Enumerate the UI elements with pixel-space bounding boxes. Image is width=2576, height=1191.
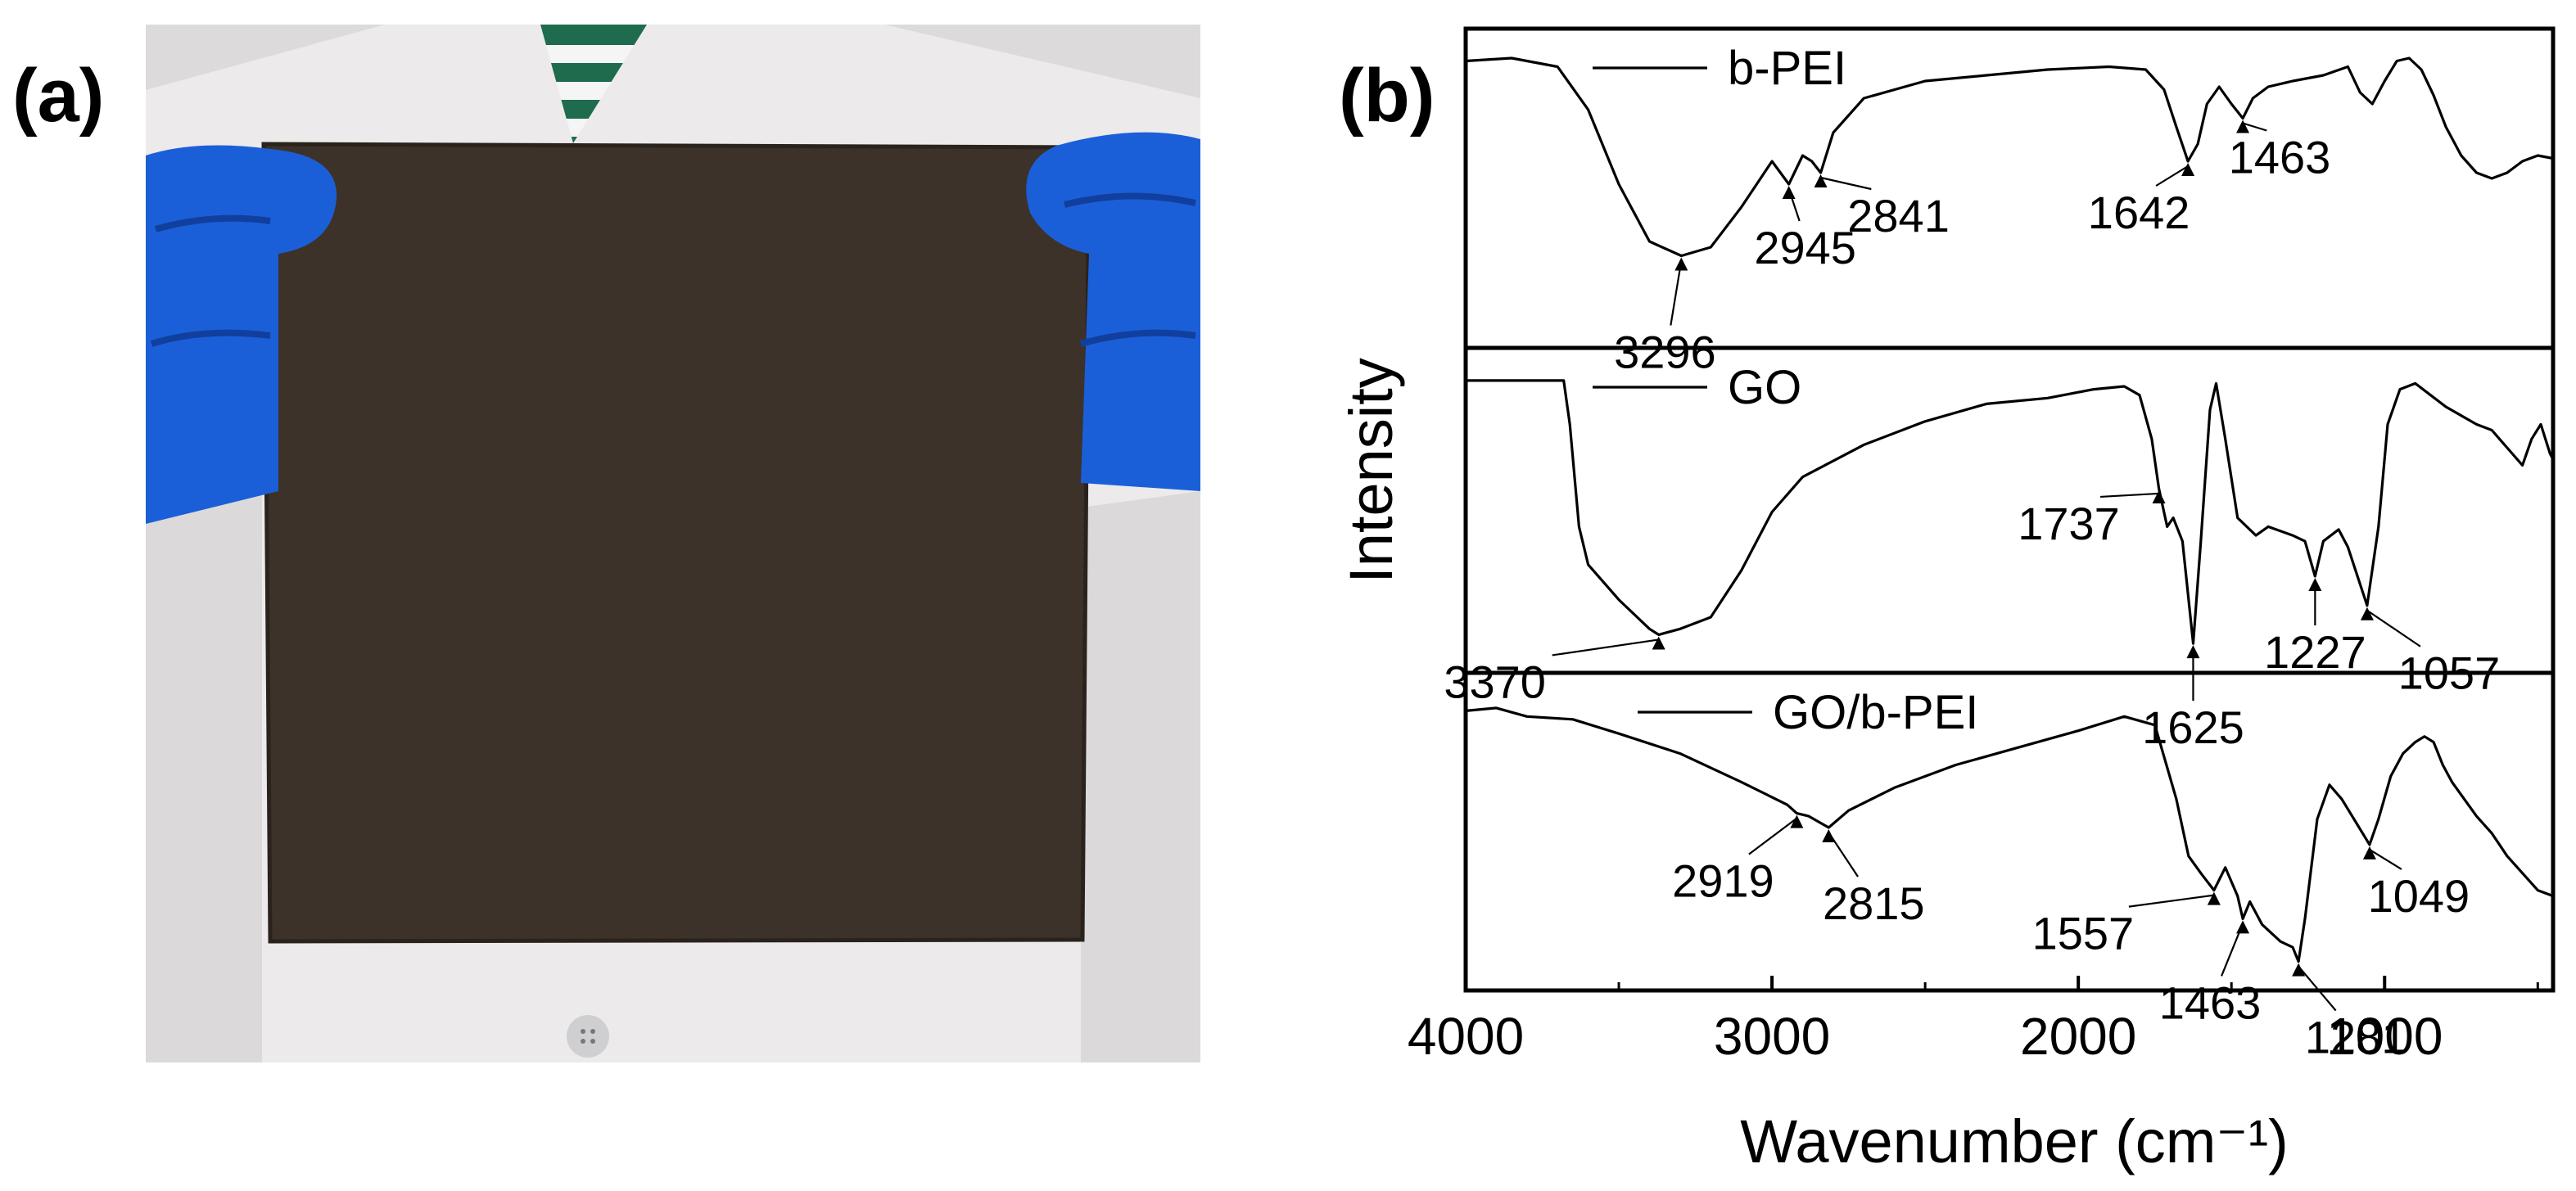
peak-arrowhead-2815: [1822, 829, 1836, 843]
peak-arrow-2841: [1820, 176, 1872, 191]
peak-arrowhead-1049: [2362, 846, 2376, 859]
peak-label-1737: 1737: [2018, 498, 2120, 549]
coat-button: [567, 1015, 609, 1058]
peak-label-1642: 1642: [2088, 187, 2190, 238]
peak-label-2919: 2919: [1672, 855, 1774, 907]
spectrum-line-2: [1466, 379, 2555, 645]
peak-label-3370: 3370: [1444, 656, 1546, 707]
peak-arrow-1057: [2366, 609, 2421, 647]
peak-arrowhead-1463: [2236, 120, 2250, 133]
peak-label-2841: 2841: [1847, 190, 1950, 241]
right-glove: [1026, 132, 1200, 491]
spectrum-line-3: [1465, 706, 2554, 963]
peak-arrowhead-1557: [2207, 891, 2221, 905]
legend-label-3: GO/b-PEI: [1773, 686, 1978, 739]
film-sheet-edge: [261, 142, 1091, 944]
peak-arrow-2919: [1748, 817, 1798, 855]
panel-frame-1: [1463, 26, 2556, 350]
panel-frame-2: [1463, 345, 2556, 675]
peak-arrow-3296: [1670, 260, 1683, 326]
y-axis-title: Intensity: [1337, 358, 1405, 584]
peak-label-1227: 1227: [2264, 626, 2366, 678]
peak-label-1463: 1463: [2229, 132, 2331, 183]
x-axis-title: Wavenumber (cm⁻¹): [1740, 1108, 2289, 1175]
chart-frames: [1463, 26, 2556, 993]
peak-arrowhead-2919: [1790, 814, 1804, 828]
peak-arrowhead-1625: [2186, 645, 2200, 659]
spectrum-line-1: [1465, 56, 2554, 258]
peak-arrowhead-1463: [2236, 920, 2250, 934]
x-tick-label-1000: 1000: [2326, 1007, 2443, 1066]
peak-arrowhead-3296: [1674, 257, 1688, 271]
peak-arrow-1557: [2128, 894, 2215, 908]
coat-fold-right: [1081, 491, 1200, 1062]
peak-label-1463: 1463: [2159, 977, 2262, 1028]
peak-arrow-1463: [2242, 122, 2267, 132]
peak-arrow-3370: [1552, 638, 1659, 656]
peak-arrow-1737: [2099, 492, 2159, 499]
peak-label-3296: 3296: [1614, 327, 1716, 378]
peak-arrowhead-1057: [2360, 607, 2374, 620]
peak-label-2815: 2815: [1823, 877, 1925, 929]
panel-label-a: (a): [12, 54, 104, 138]
x-axis-ticks: 4000 3000 2000 1000: [1408, 976, 2539, 1066]
left-glove: [146, 145, 337, 524]
peak-arrowhead-1281: [2292, 963, 2306, 977]
peak-arrowhead-2841: [1814, 174, 1828, 187]
peak-label-2945: 2945: [1754, 222, 1856, 273]
peak-arrowhead-1227: [2308, 578, 2322, 592]
coat-fold-left: [146, 491, 262, 1062]
peak-arrowhead-1642: [2181, 163, 2195, 176]
peak-label-1625: 1625: [2142, 702, 2244, 753]
peak-arrowhead-1737: [2152, 489, 2166, 503]
peak-arrow-1642: [2155, 165, 2189, 187]
legend-label-1: b-PEI: [1728, 42, 1846, 95]
film-sheet: [264, 144, 1089, 941]
panel-frame-3: [1463, 670, 2556, 993]
peak-arrowhead-3370: [1652, 636, 1665, 650]
legend-label-2: GO: [1728, 361, 1801, 414]
spectra-layer: b-PEI GO GO/b-PEI: [1465, 42, 2555, 963]
panel-label-b: (b): [1339, 54, 1435, 138]
peak-label-1281: 1281: [2305, 1012, 2407, 1063]
photo-panel: [146, 25, 1200, 1062]
peak-label-1557: 1557: [2032, 908, 2135, 959]
x-tick-label-2000: 2000: [2020, 1007, 2136, 1066]
x-tick-label-3000: 3000: [1714, 1007, 1830, 1066]
x-tick-label-4000: 4000: [1408, 1007, 1524, 1066]
peak-label-1049: 1049: [2368, 870, 2470, 922]
peak-arrowhead-2945: [1782, 186, 1796, 199]
peak-arrow-1049: [2369, 848, 2402, 870]
